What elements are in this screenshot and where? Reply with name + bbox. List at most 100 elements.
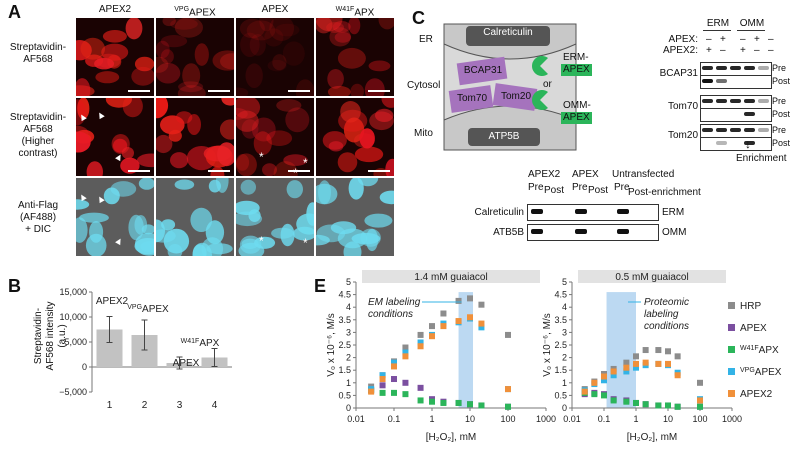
blot2-group-label: APEX [572,169,599,180]
micrograph-canvas [76,18,154,96]
panel-b-letter: B [8,276,21,296]
cell-blob [156,134,173,154]
blot-band [716,66,727,70]
e-left-point-W41FAPX [379,389,386,396]
e-left-point-W41FAPX [455,399,462,406]
blot2-group-label: Untransfected [612,169,675,180]
e-right-point-APEX2 [610,368,617,375]
blot1-row-label-apex: APEX: [668,34,698,45]
e-right-point-HRP [697,379,703,386]
cell-blob [296,213,314,235]
scale-bar [128,170,150,172]
omm-apex-pacman-icon [532,90,548,110]
cell-blob [194,43,209,66]
blot1-pre-label: Pre [772,63,787,73]
e-left-point-APEX2 [505,386,511,393]
b-x-tick-label: 1 [107,400,113,411]
cell-blob [156,56,169,73]
micrograph-canvas [76,98,154,176]
e-right-y-tick-label: 2 [562,353,567,363]
e-right-annotation: labeling [644,309,679,320]
e-right-y-tick-label: 3 [562,327,567,337]
cell-blob [236,98,261,119]
micrograph-r1-c1 [76,18,154,96]
panel-a-letter: A [8,2,21,22]
cell-blob [236,87,249,96]
blot-band [702,79,713,83]
bar-name-base: APX [199,338,219,349]
e-right-point-HRP [623,359,630,366]
blot-band [702,66,713,70]
panel-a-col-header-4: W41FAPX [335,6,375,19]
e-right-y-tick-label: 2.5 [554,340,567,350]
micrograph-canvas [236,98,310,176]
blot2-pre-label: Pre [572,182,588,193]
diagram-tom20-label: Tom20 [500,91,531,102]
e-right-y-tick-label: 0 [562,403,567,413]
cell-blob [249,34,266,56]
e-right-point-APEX2 [601,373,607,380]
apex-sign: – [768,34,774,45]
cell-blob [110,181,137,197]
cell-blob [282,41,305,66]
bar-name-superscript: VPG [127,304,142,311]
cell-blob [283,154,308,166]
e-right-y-tick-label: 4 [562,302,567,312]
legend-marker-APEX2 [728,390,735,397]
e-left-title: 1.4 mM guaiacol [414,272,487,283]
cell-blob [131,66,154,86]
asterisk-marker: * [303,236,308,250]
cell-blob [160,35,188,48]
cell-blob [239,235,262,254]
blot2-right-label: ERM [662,207,685,218]
blot-band [575,209,587,214]
cell-blob [125,18,143,40]
micrograph-r2-c4 [316,98,394,176]
e-right-point-HRP [633,353,639,360]
cell-blob [206,243,233,255]
b-y-tick-label: 0 [82,362,87,372]
cell-blob [101,43,129,61]
e-left-y-tick-label: 3.5 [338,315,351,325]
blot-band [716,141,727,145]
cell-blob [170,18,198,30]
cell-blob [330,221,357,235]
micrograph-canvas [316,18,394,96]
cell-blob [332,21,351,33]
e-right-y-label: V₀ x 10⁻⁶, M/s [542,313,553,377]
tom70-box [448,85,494,113]
cell-blob [269,18,295,41]
e-left-y-tick-label: 0 [346,403,351,413]
b-bar-name: APEX2 [96,296,129,307]
cell-blob [337,47,366,69]
e-left-point-APEX [417,384,424,391]
e-left-point-HRP [402,344,409,351]
diagram-omm-apex-tag: APEX [561,112,592,124]
cell-blob [251,117,276,142]
diagram-erm-prefix: ERM- [563,52,589,63]
scale-bar [368,170,390,172]
cell-blob [327,69,344,89]
scale-bar [288,90,310,92]
cell-blob [385,158,394,176]
cell-blob [329,27,351,47]
e-right-highlight-band [606,292,636,408]
enrichment-arrow-icon: ↓ [745,137,751,151]
micrograph-r3-c2 [156,178,234,256]
b-y-tick-label: 5,000 [64,337,87,347]
blot-band [744,99,755,103]
e-right-x-tick-label: 100 [692,414,707,424]
panel-a-row-label-1: Streptavidin- AF568 [9,42,67,65]
e-left-point-APEX2 [467,314,473,321]
cell-blob [76,217,88,243]
e-left-point-HRP [478,301,485,308]
micrograph-r3-c3 [236,178,314,256]
legend-superscript: W41F [740,345,759,352]
blot-band [730,99,741,103]
micrograph-canvas [236,18,314,96]
cell-blob [167,244,183,256]
blot2-post-enrichment-label: Post-enrichment [628,187,701,198]
e-right-point-W41FAPX [623,398,630,405]
e-right-point-W41FAPX [601,392,607,399]
blot-band [730,66,741,70]
